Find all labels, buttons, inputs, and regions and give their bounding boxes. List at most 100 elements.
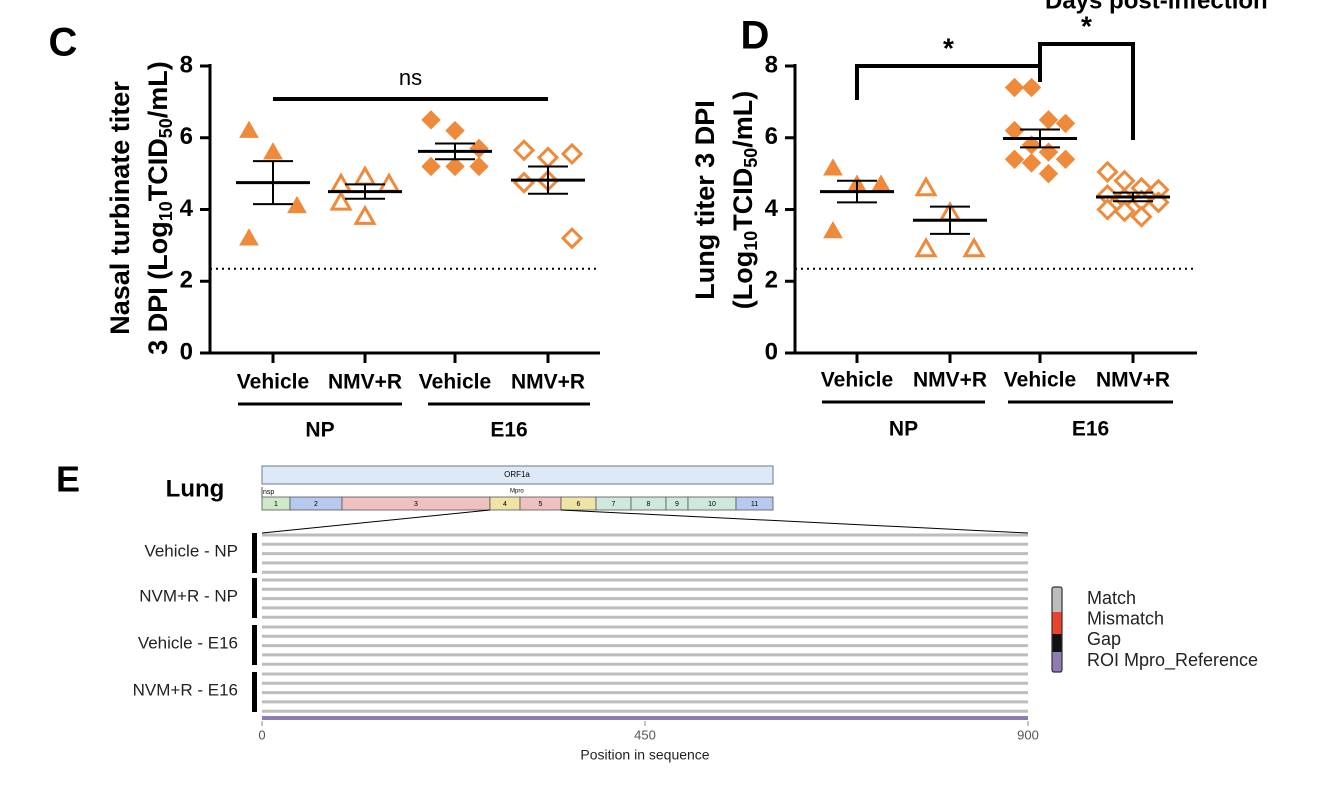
data-point <box>329 172 353 193</box>
significance-bracket <box>855 64 1042 100</box>
nsp-label: 6 <box>577 501 581 508</box>
x-tick-label: NMV+R <box>1096 369 1170 392</box>
group-label: E16 <box>490 419 527 442</box>
data-point <box>469 138 489 159</box>
row-bar <box>252 533 257 573</box>
nsp-label: 7 <box>612 501 616 508</box>
data-point <box>353 204 377 225</box>
y-axis-label: Lung titer 3 DPI <box>690 100 720 300</box>
data-point <box>1055 149 1076 169</box>
significance-label: ns <box>399 65 422 90</box>
tissue-label: Lung <box>166 475 225 502</box>
y-tick-label: 0 <box>180 338 193 365</box>
error-bar <box>435 142 475 161</box>
data-point <box>1130 205 1153 228</box>
x-tick-label: Vehicle <box>237 371 309 394</box>
data-point <box>239 228 259 246</box>
data-point <box>871 174 891 192</box>
y-axis-label-part: (Log <box>728 251 758 309</box>
data-point <box>512 171 536 194</box>
nsp-label: 1 <box>274 501 278 508</box>
y-tick-label: 4 <box>765 195 779 222</box>
data-point <box>1038 142 1059 162</box>
x-tick-label: 450 <box>634 727 656 742</box>
legend-label: Mismatch <box>1087 608 1164 628</box>
group-label: E16 <box>1072 418 1109 441</box>
legend-swatch <box>1052 612 1062 634</box>
data-point <box>329 190 353 211</box>
y-tick-label: 2 <box>180 267 193 294</box>
data-point <box>445 120 465 141</box>
y-axis-label: Nasal turbinate titer <box>105 81 135 335</box>
nsp-label: 8 <box>647 501 651 508</box>
legend-swatch <box>1052 587 1062 612</box>
error-bar <box>528 165 568 195</box>
row-bar <box>252 672 257 712</box>
zoom-line <box>560 509 1029 534</box>
x-tick-label: Vehicle <box>821 369 893 392</box>
data-point <box>1038 110 1059 130</box>
y-tick-label: 2 <box>765 267 778 294</box>
group-label: NP <box>889 418 918 441</box>
data-point <box>914 236 938 258</box>
legend-swatch <box>1052 634 1062 652</box>
panel-label: D <box>741 14 770 58</box>
legend-frame <box>1051 586 1063 673</box>
gene-label: ORF1a <box>504 470 530 479</box>
data-point <box>1055 113 1076 134</box>
data-point <box>1113 169 1136 192</box>
y-axis-label-part: 3 DPI (Log <box>143 221 173 355</box>
header-fragment: Days post-infection <box>1045 0 1268 14</box>
x-tick-label: 900 <box>1017 727 1039 742</box>
legend-swatch <box>1052 652 1062 672</box>
data-point <box>512 139 536 162</box>
row-label: NVM+R - E16 <box>133 680 238 699</box>
data-point <box>1113 200 1136 223</box>
data-point <box>1096 160 1119 183</box>
x-tick-label: Vehicle <box>1004 369 1076 392</box>
data-point <box>1038 163 1059 184</box>
data-point <box>263 142 283 160</box>
row-label: NVM+R - NP <box>139 586 238 605</box>
y-axis-label-part: TCID <box>143 138 173 201</box>
data-point <box>1096 198 1119 221</box>
row-bar <box>252 578 257 618</box>
data-point <box>1021 153 1042 173</box>
data-point <box>445 156 465 177</box>
y-axis-label-part: /mL) <box>728 91 758 148</box>
error-bar <box>1113 191 1153 203</box>
x-tick-label: NMV+R <box>328 371 402 394</box>
data-point <box>377 172 401 193</box>
gene-box <box>261 465 774 485</box>
data-point <box>560 227 584 250</box>
data-point <box>469 156 489 177</box>
nsp-label: 9 <box>675 501 679 508</box>
y-axis-label-part: 50 <box>741 148 761 168</box>
data-point <box>1004 149 1025 169</box>
x-tick-label: NMV+R <box>511 371 585 394</box>
y-axis-label: (Log10TCID50/mL) <box>728 91 761 310</box>
significance-bracket <box>1038 42 1135 140</box>
zoom-line <box>261 509 491 534</box>
data-point <box>823 158 843 176</box>
nsp-label: 4 <box>503 501 507 508</box>
data-point <box>560 142 584 166</box>
y-axis-label-part: TCID <box>728 168 758 231</box>
error-bar <box>253 160 293 206</box>
x-axis-label: Position in sequence <box>580 747 709 763</box>
data-point <box>536 146 560 169</box>
nsp-label: 5 <box>539 501 543 508</box>
legend-label: ROI Mpro_Reference <box>1087 650 1258 671</box>
legend-label: Gap <box>1087 629 1121 649</box>
significance-label: * <box>943 32 954 63</box>
x-tick-label: Vehicle <box>419 371 491 394</box>
error-bar <box>837 179 877 204</box>
x-tick-label: NMV+R <box>913 369 987 392</box>
legend-label: Match <box>1087 588 1136 608</box>
nsp-segment <box>735 496 774 511</box>
data-point <box>1021 77 1042 98</box>
y-tick-label: 6 <box>765 123 778 150</box>
y-tick-label: 4 <box>180 195 194 222</box>
data-point <box>914 175 938 197</box>
